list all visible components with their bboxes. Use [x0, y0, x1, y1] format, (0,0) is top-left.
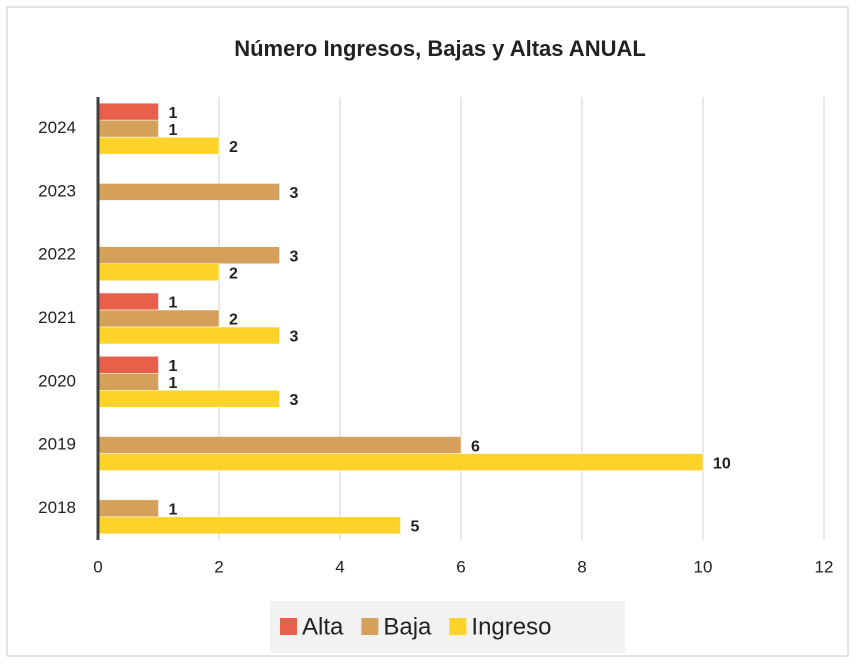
- bar: [97, 292, 159, 311]
- bar: [97, 119, 159, 138]
- x-tick-label: 8: [577, 557, 586, 576]
- bar: [97, 356, 159, 374]
- data-label: 3: [290, 392, 299, 409]
- data-label: 2: [229, 265, 238, 282]
- data-label: 5: [411, 519, 420, 536]
- bar: [97, 309, 220, 328]
- y-tick-label: 2023: [38, 181, 76, 200]
- legend-swatch: [280, 618, 297, 635]
- legend-box: [270, 601, 625, 653]
- bar: [97, 373, 159, 391]
- legend-label: Baja: [383, 613, 432, 640]
- bar: [97, 183, 280, 201]
- legend-swatch: [449, 618, 467, 635]
- y-tick-label: 2021: [38, 308, 76, 327]
- x-tick-label: 12: [815, 557, 834, 576]
- bar: [97, 499, 159, 518]
- data-label: 3: [290, 185, 299, 202]
- y-tick-label: 2022: [38, 245, 76, 264]
- data-label: 1: [169, 358, 178, 375]
- data-label: 2: [229, 312, 238, 329]
- data-label: 1: [169, 122, 178, 139]
- data-label: 1: [169, 105, 178, 122]
- data-label: 1: [169, 375, 178, 392]
- data-label: 3: [290, 248, 299, 265]
- x-tick-label: 6: [456, 557, 465, 576]
- bar: [97, 390, 280, 408]
- bar: [97, 246, 280, 264]
- y-tick-label: 2024: [38, 118, 76, 137]
- data-label: 1: [169, 295, 178, 312]
- y-tick-label: 2018: [38, 498, 76, 517]
- bar: [97, 516, 401, 535]
- x-tick-label: 4: [335, 557, 344, 576]
- bar: [97, 326, 280, 345]
- bar: [97, 263, 220, 281]
- x-tick-label: 2: [214, 557, 223, 576]
- data-label: 10: [713, 455, 731, 472]
- y-tick-label: 2020: [38, 371, 76, 390]
- x-tick-label: 0: [93, 557, 102, 576]
- data-label: 6: [471, 438, 480, 455]
- legend-label: Alta: [302, 613, 344, 640]
- legend-label: Ingreso: [471, 613, 551, 640]
- legend-swatch: [361, 618, 379, 635]
- chart-title: Número Ingresos, Bajas y Altas ANUAL: [234, 36, 646, 61]
- bar: [97, 102, 159, 121]
- x-tick-label: 10: [694, 557, 713, 576]
- bar: [97, 436, 462, 454]
- bar: [97, 136, 220, 155]
- bar: [97, 453, 704, 471]
- data-label: 3: [290, 329, 299, 346]
- data-label: 2: [229, 139, 238, 156]
- y-tick-label: 2019: [38, 435, 76, 454]
- data-label: 1: [169, 502, 178, 519]
